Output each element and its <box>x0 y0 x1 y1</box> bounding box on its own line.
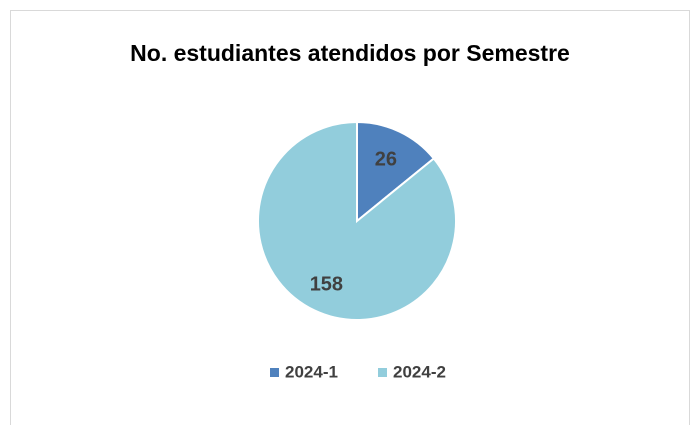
chart-title: No. estudiantes atendidos por Semestre <box>130 40 570 66</box>
legend-swatch <box>378 368 387 377</box>
pie-slice <box>356 120 436 224</box>
legend-label: 2024-2 <box>393 362 446 381</box>
data-label: 26 <box>375 148 397 170</box>
legend-label: 2024-1 <box>285 362 338 381</box>
data-label: 158 <box>310 274 343 296</box>
pie-slice <box>257 120 457 321</box>
legend-swatch <box>270 368 279 377</box>
